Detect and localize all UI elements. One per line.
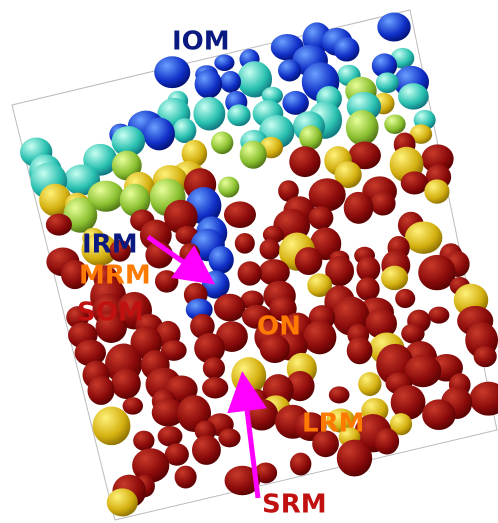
blob xyxy=(192,435,221,465)
blob xyxy=(143,117,175,150)
blob xyxy=(220,71,241,93)
blob xyxy=(401,171,428,194)
blob xyxy=(384,114,405,134)
blob xyxy=(309,206,334,229)
blob xyxy=(347,337,373,364)
blob xyxy=(235,233,255,254)
blob xyxy=(309,178,346,211)
blob xyxy=(107,488,138,516)
blob xyxy=(376,72,399,93)
label-iom: IOM xyxy=(172,27,230,57)
label-on: ON xyxy=(257,312,301,342)
blob xyxy=(46,214,72,236)
blob xyxy=(358,372,381,396)
blob xyxy=(133,431,154,451)
blob xyxy=(299,125,322,149)
blob xyxy=(123,397,143,414)
blob xyxy=(259,259,290,285)
blob xyxy=(218,176,239,197)
blob xyxy=(203,357,225,379)
blob xyxy=(428,307,449,324)
blob xyxy=(282,91,309,115)
blob xyxy=(474,346,497,367)
blob xyxy=(240,141,267,169)
blob xyxy=(303,320,336,354)
blob xyxy=(214,55,234,71)
blob xyxy=(356,277,380,301)
blob xyxy=(218,428,240,447)
blob xyxy=(398,83,429,110)
blob xyxy=(329,386,350,403)
blob xyxy=(295,247,323,275)
visualization: IOM IRM MRM SOM ON LRM SRM xyxy=(0,0,498,523)
label-srm: SRM xyxy=(262,490,327,520)
blob xyxy=(238,261,262,285)
blob xyxy=(344,192,374,224)
label-mrm: MRM xyxy=(79,261,151,291)
label-lrm: LRM xyxy=(302,409,364,439)
blob xyxy=(334,37,360,61)
blob xyxy=(214,294,246,322)
blob xyxy=(88,376,115,405)
blob xyxy=(195,70,223,99)
label-som: SOM xyxy=(77,298,144,328)
blob xyxy=(173,118,196,143)
blob xyxy=(93,407,131,446)
blob xyxy=(175,466,197,489)
blob xyxy=(405,221,443,253)
label-irm: IRM xyxy=(82,230,138,260)
blob xyxy=(193,97,225,131)
blob xyxy=(209,246,234,274)
blob xyxy=(227,104,250,126)
blob xyxy=(155,270,178,293)
blob xyxy=(370,192,395,216)
blob xyxy=(346,110,379,146)
blob xyxy=(202,377,228,398)
blob xyxy=(422,399,456,430)
blob xyxy=(260,239,281,260)
blob xyxy=(290,453,311,476)
blob xyxy=(211,131,233,154)
blob xyxy=(111,369,140,399)
blob xyxy=(154,56,190,88)
blob xyxy=(375,428,400,454)
blob xyxy=(337,440,372,477)
blob xyxy=(278,59,301,81)
blob xyxy=(377,12,410,41)
blob xyxy=(289,146,320,177)
blob xyxy=(401,324,424,344)
blob xyxy=(381,266,408,290)
blob xyxy=(424,179,449,203)
blob xyxy=(470,382,498,416)
blob xyxy=(224,201,256,228)
blob xyxy=(395,289,415,308)
blob xyxy=(231,357,266,394)
